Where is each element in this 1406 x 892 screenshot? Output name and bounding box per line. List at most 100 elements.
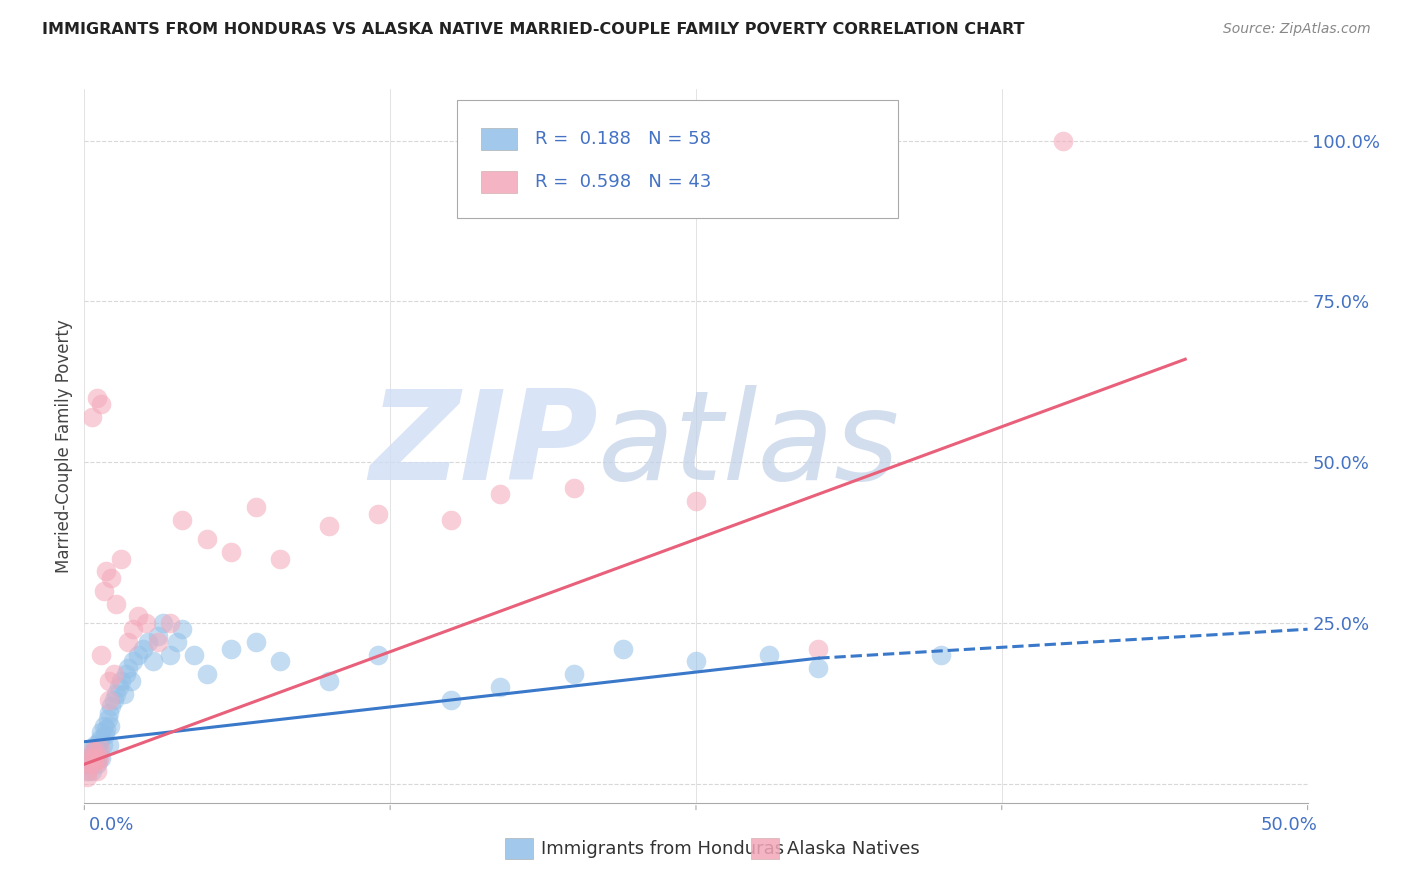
Point <box>117 661 139 675</box>
Point <box>685 493 707 508</box>
Point <box>87 741 110 756</box>
Point <box>758 648 780 662</box>
Point <box>83 751 105 765</box>
Text: atlas: atlas <box>598 385 900 507</box>
Point <box>87 751 110 765</box>
Point <box>90 751 112 765</box>
Point <box>172 513 194 527</box>
Point <box>122 622 145 636</box>
Point <box>122 654 145 668</box>
FancyBboxPatch shape <box>481 128 517 150</box>
Point <box>127 609 149 624</box>
Point <box>195 533 218 547</box>
Point <box>245 500 267 514</box>
Point <box>110 551 132 566</box>
Point <box>77 764 100 778</box>
Point <box>318 673 340 688</box>
Point <box>77 757 100 772</box>
Point <box>103 667 125 681</box>
Point <box>120 673 142 688</box>
Point <box>94 728 117 742</box>
Point <box>77 751 100 765</box>
FancyBboxPatch shape <box>481 171 517 193</box>
Point <box>77 757 100 772</box>
Point <box>219 641 242 656</box>
Point <box>135 615 157 630</box>
Point <box>76 764 98 778</box>
Point <box>269 654 291 668</box>
Point <box>107 680 129 694</box>
Point <box>80 764 103 778</box>
Point <box>110 673 132 688</box>
Point <box>91 738 114 752</box>
Point <box>146 635 169 649</box>
Point <box>440 513 463 527</box>
Text: 50.0%: 50.0% <box>1261 816 1317 834</box>
Text: ZIP: ZIP <box>370 385 598 507</box>
Point <box>100 699 122 714</box>
Point <box>80 744 103 758</box>
Text: R =  0.188   N = 58: R = 0.188 N = 58 <box>534 130 710 148</box>
Point <box>80 410 103 425</box>
Text: Immigrants from Honduras: Immigrants from Honduras <box>541 840 785 858</box>
Point <box>105 686 128 700</box>
Point <box>136 635 159 649</box>
FancyBboxPatch shape <box>457 100 898 218</box>
Text: IMMIGRANTS FROM HONDURAS VS ALASKA NATIVE MARRIED-COUPLE FAMILY POVERTY CORRELAT: IMMIGRANTS FROM HONDURAS VS ALASKA NATIV… <box>42 22 1025 37</box>
Point <box>96 565 118 579</box>
Point <box>219 545 242 559</box>
Point <box>127 648 149 662</box>
Point <box>76 770 98 784</box>
Point <box>82 757 104 772</box>
Point <box>562 667 585 681</box>
Point <box>93 583 115 598</box>
Point <box>152 615 174 630</box>
Text: Source: ZipAtlas.com: Source: ZipAtlas.com <box>1223 22 1371 37</box>
Point <box>367 507 389 521</box>
Point <box>367 648 389 662</box>
Point <box>97 738 120 752</box>
Point <box>90 397 112 411</box>
Point <box>103 693 125 707</box>
Point <box>87 735 110 749</box>
Point <box>172 622 194 636</box>
Point <box>97 693 120 707</box>
Point <box>89 731 111 746</box>
Point <box>685 654 707 668</box>
Point <box>115 667 138 681</box>
Point <box>146 629 169 643</box>
Point <box>166 635 188 649</box>
Point <box>159 615 181 630</box>
Point <box>159 648 181 662</box>
Text: Alaska Natives: Alaska Natives <box>787 840 920 858</box>
Point <box>86 757 108 772</box>
Point <box>89 741 111 756</box>
Point <box>929 648 952 662</box>
Point <box>96 722 118 736</box>
Point <box>489 680 512 694</box>
Point <box>90 648 112 662</box>
Point <box>86 751 108 765</box>
Point <box>93 719 115 733</box>
Point <box>807 661 830 675</box>
Point <box>100 571 122 585</box>
Point <box>562 481 585 495</box>
Point <box>86 764 108 778</box>
Point <box>79 751 101 765</box>
Y-axis label: Married-Couple Family Poverty: Married-Couple Family Poverty <box>55 319 73 573</box>
Point <box>97 673 120 688</box>
Point <box>112 686 135 700</box>
Point <box>612 641 634 656</box>
Text: 0.0%: 0.0% <box>89 816 134 834</box>
Point <box>807 641 830 656</box>
Point <box>183 648 205 662</box>
Point <box>245 635 267 649</box>
Point <box>318 519 340 533</box>
Point <box>79 744 101 758</box>
Point <box>97 706 120 720</box>
Point <box>87 754 110 768</box>
Point <box>195 667 218 681</box>
Point <box>105 597 128 611</box>
Point <box>142 654 165 668</box>
Point <box>84 738 107 752</box>
